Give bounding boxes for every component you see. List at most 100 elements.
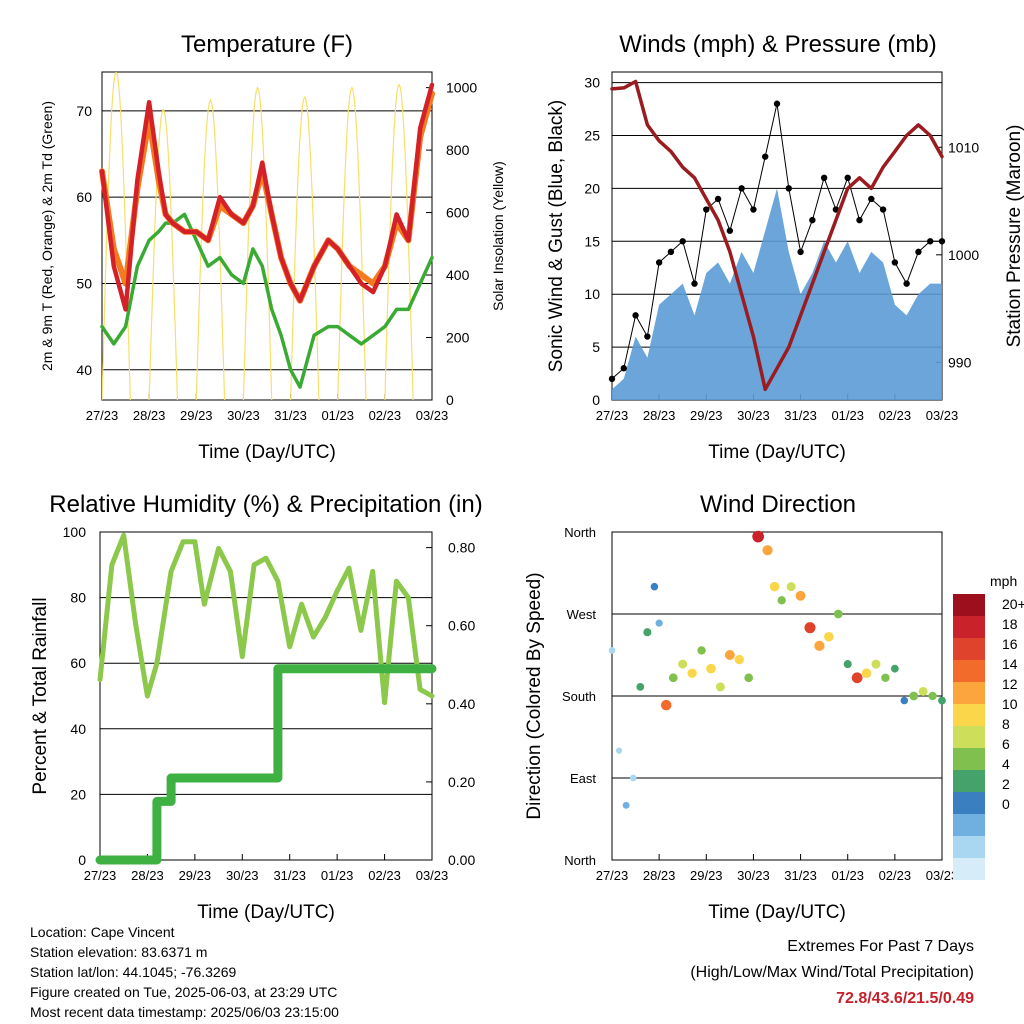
recent-text: Most recent data timestamp: 2025/06/03 2… <box>30 1004 339 1020</box>
direction-point <box>660 699 672 711</box>
y-tick-label: 100 <box>63 524 87 540</box>
legend-swatch <box>953 682 985 704</box>
y-tick-label: 10 <box>584 286 600 302</box>
y-tick-label: 20 <box>70 786 86 802</box>
direction-point <box>608 647 616 654</box>
direction-point <box>786 582 796 592</box>
direction-point <box>622 801 630 809</box>
solar-curve <box>148 108 178 400</box>
y-tick-label: 40 <box>76 362 92 378</box>
direction-point <box>928 691 937 701</box>
x-tick-label: 31/23 <box>784 408 817 423</box>
rh-line <box>97 532 435 706</box>
legend-swatch <box>953 858 985 880</box>
y2-tick-label: 200 <box>446 330 470 346</box>
direction-point <box>752 530 764 543</box>
legend-title: mph <box>990 573 1017 589</box>
direction-point <box>833 609 843 619</box>
extremes-subtitle: (High/Low/Max Wind/Total Precipitation) <box>690 964 974 981</box>
chart-title: Winds (mph) & Pressure (mb) <box>619 31 936 58</box>
x-tick-label: 03/23 <box>926 408 959 423</box>
direction-point <box>650 582 659 591</box>
x-tick-label: 03/23 <box>416 408 449 423</box>
direction-point <box>814 640 825 651</box>
solar-curve <box>55 94 83 400</box>
x-tick-label: 29/23 <box>179 868 212 883</box>
x-tick-label: 30/23 <box>226 868 259 883</box>
legend-label: 14 <box>1002 656 1018 672</box>
y2-tick-label: 0 <box>446 392 454 408</box>
precip-line <box>95 664 437 865</box>
direction-point <box>861 668 872 679</box>
y2-tick-label: 0.60 <box>448 618 475 634</box>
x-tick-label: 30/23 <box>227 408 260 423</box>
x-tick-label: 29/23 <box>690 868 723 883</box>
x-tick-label: 31/23 <box>274 408 307 423</box>
y-axis-label: 2m & 9m T (Red, Orange) & 2m Td (Green) <box>39 101 55 371</box>
x-axis-label: Time (Day/UTC) <box>708 902 846 923</box>
direction-series <box>608 530 946 809</box>
x-tick-label: 27/23 <box>84 868 117 883</box>
x-tick-label: 29/23 <box>180 408 213 423</box>
direction-point <box>762 545 773 556</box>
x-tick-label: 02/23 <box>369 408 402 423</box>
legend-swatch <box>953 836 985 858</box>
direction-point <box>706 663 716 674</box>
y2-tick-label: 800 <box>446 142 470 158</box>
y-tick-label: West <box>567 607 597 622</box>
y2-tick-label: 600 <box>446 205 470 221</box>
winds-panel: Winds (mph) & Pressure (mb) 27/23 28/23 29/… <box>546 31 1024 463</box>
plot-frame <box>101 71 433 401</box>
legend-swatch <box>953 594 985 616</box>
x-axis-label: Time (Day/UTC) <box>197 902 335 923</box>
y-axis-label: Percent & Total Rainfall <box>30 597 51 794</box>
legend-label: 6 <box>1002 736 1010 752</box>
direction-point <box>851 672 863 684</box>
elevation-text: Station elevation: 83.6371 m <box>30 944 208 960</box>
y2-axis-label: Solar Insolation (Yellow) <box>490 161 506 311</box>
chart-title: Wind Direction <box>700 491 856 518</box>
x-tick-label: 02/23 <box>368 868 401 883</box>
y-tick-label: North <box>564 525 596 540</box>
direction-point <box>744 673 754 683</box>
station-info: Location: Cape Vincent Station elevation… <box>30 922 339 1022</box>
direction-point <box>824 631 834 642</box>
y2-tick-label: 0.80 <box>448 540 475 556</box>
direction-point <box>655 619 663 627</box>
y-tick-label: 50 <box>76 275 92 291</box>
x-tick-label: 01/23 <box>831 408 864 423</box>
direction-point <box>687 668 697 678</box>
x-tick-label: 01/23 <box>321 868 354 883</box>
legend-swatch <box>953 704 985 726</box>
x-tick-label: 29/23 <box>690 408 723 423</box>
y-tick-label: 40 <box>70 721 86 737</box>
direction-panel: Wind Direction 27/23 28/23 29/23 30/23 31/23 0… <box>524 491 1024 923</box>
y-tick-label: East <box>570 771 596 786</box>
direction-point <box>769 581 780 592</box>
x-tick-label: 03/23 <box>926 868 959 883</box>
x-tick-label: 28/23 <box>133 408 166 423</box>
direction-point <box>643 628 652 637</box>
wind-area <box>612 188 942 400</box>
direction-point <box>636 682 645 691</box>
temperature-panel: Temperature (F) 27/23 28/23 29/23 30/23 31/23… <box>39 31 506 463</box>
direction-point <box>938 696 946 705</box>
gust-line <box>611 103 943 380</box>
x-tick-label: 28/23 <box>131 868 164 883</box>
x-tick-label: 27/23 <box>596 868 629 883</box>
direction-point <box>615 747 623 754</box>
legend-label: 4 <box>1002 756 1010 772</box>
solar-curve <box>242 86 273 400</box>
dewpoint-line <box>100 212 434 389</box>
location-text: Location: Cape Vincent <box>30 924 175 940</box>
direction-point <box>777 596 786 605</box>
legend-swatch <box>953 638 985 660</box>
extremes-title: Extremes For Past 7 Days <box>787 938 974 955</box>
legend-label: 8 <box>1002 716 1010 732</box>
legend-label: 16 <box>1002 636 1018 652</box>
direction-point <box>715 682 725 692</box>
y2-tick-label: 990 <box>948 354 972 370</box>
direction-point <box>890 664 899 673</box>
x-tick-label: 31/23 <box>273 868 306 883</box>
legend-label: 12 <box>1002 676 1018 692</box>
